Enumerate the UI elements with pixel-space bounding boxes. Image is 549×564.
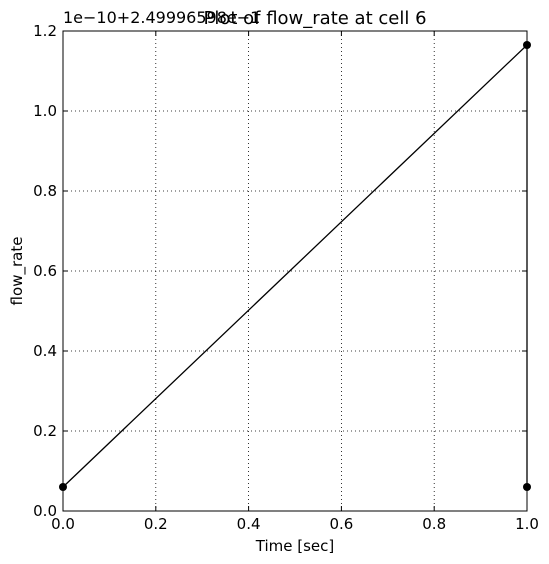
series-layer — [59, 41, 531, 491]
y-axis-label: flow_rate — [8, 237, 27, 306]
y-tick-label: 0.4 — [33, 342, 57, 360]
grid-lines — [63, 31, 527, 511]
x-tick-label: 0.0 — [51, 515, 75, 533]
axis-ticks: 0.0 0.2 0.4 0.6 0.8 1.0 0.0 0.2 0.4 0.6 0.8 1.0 1.2 — [33, 22, 539, 533]
x-tick-label: 0.6 — [329, 515, 353, 533]
x-tick-label: 0.8 — [422, 515, 446, 533]
x-axis-label: Time [sec] — [255, 537, 334, 555]
x-tick-label: 0.4 — [237, 515, 261, 533]
y-tick-label: 0.8 — [33, 182, 57, 200]
x-tick-label: 0.2 — [144, 515, 168, 533]
y-tick-label: 0.2 — [33, 422, 57, 440]
x-tick-label: 1.0 — [515, 515, 539, 533]
chart-title: Plot of flow_rate at cell 6 — [203, 8, 426, 29]
y-tick-label: 1.0 — [33, 102, 57, 120]
axis-offset-label: 1e−10+2.49996598e−1 — [63, 8, 260, 27]
y-tick-label: 0.6 — [33, 262, 57, 280]
y-tick-label: 0.0 — [33, 502, 57, 520]
y-tick-label: 1.2 — [33, 22, 57, 40]
